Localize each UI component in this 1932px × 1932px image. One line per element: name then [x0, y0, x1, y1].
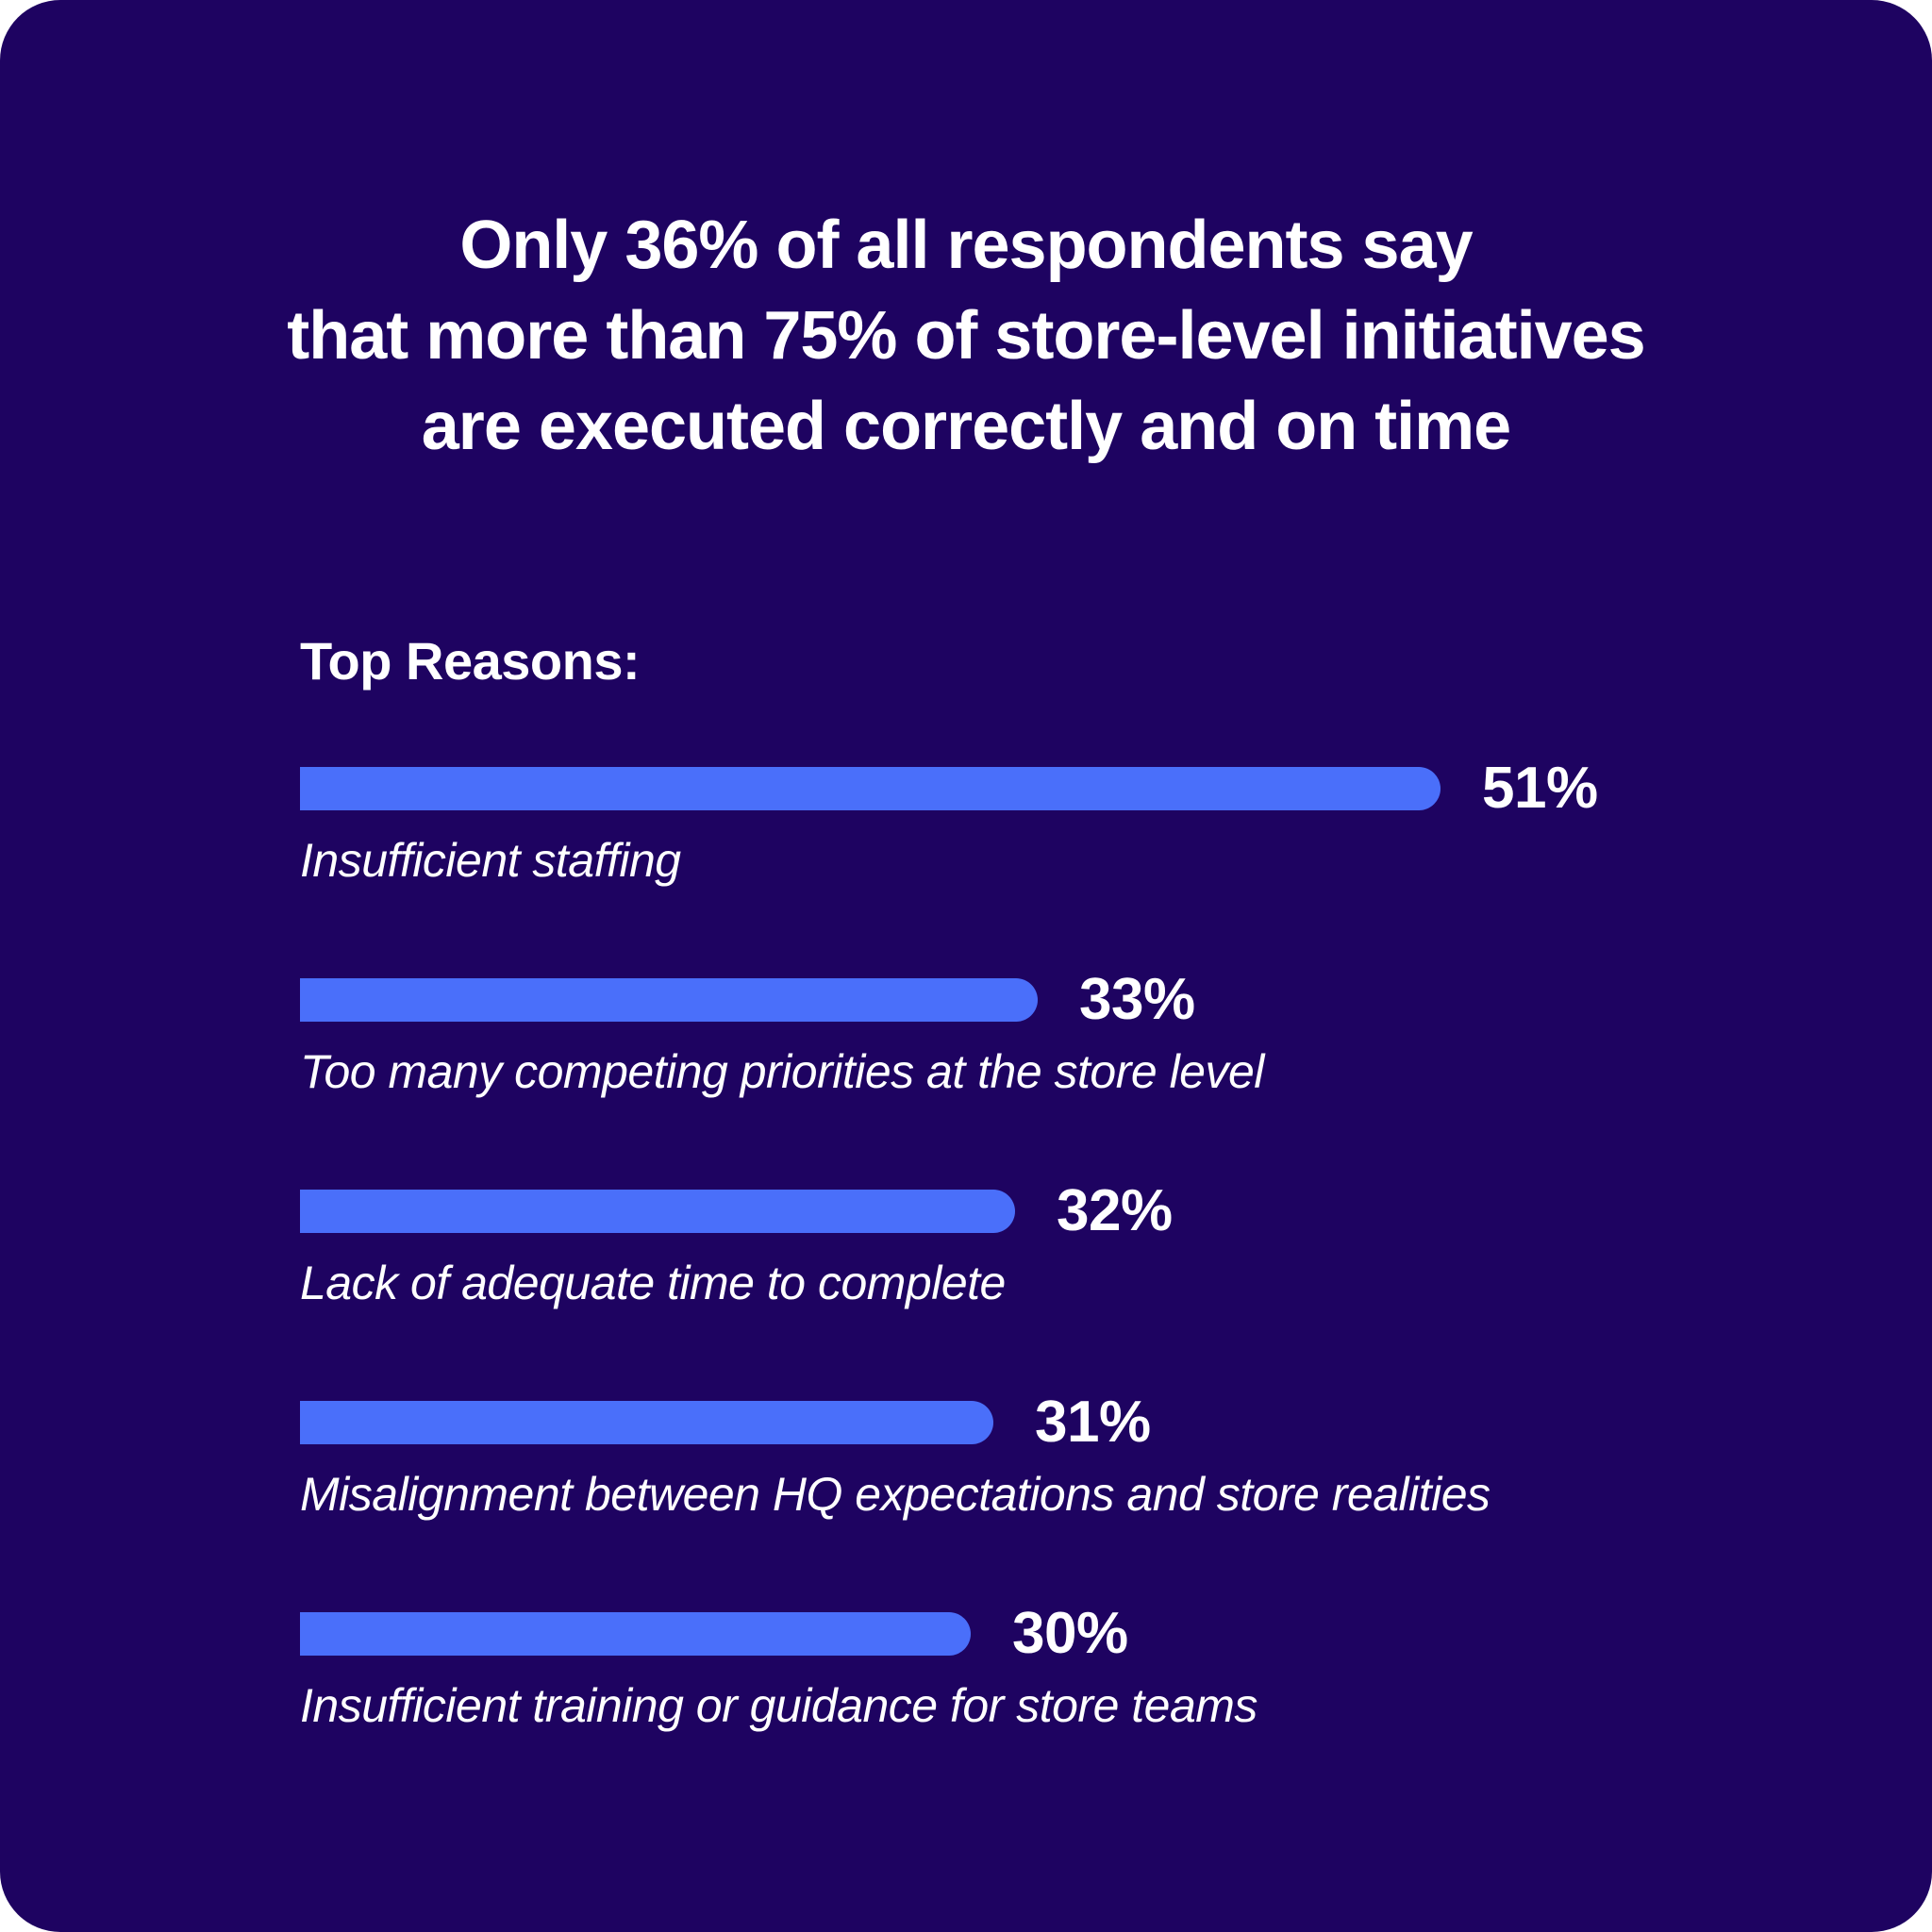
chart-area: Top Reasons: 51% Insufficient staffing 3… [300, 630, 1743, 1733]
bar-row-lack-of-time: 32% Lack of adequate time to complete [300, 1182, 1743, 1310]
value-label: 51% [1482, 756, 1598, 821]
value-label: 32% [1057, 1178, 1173, 1243]
bar-line: 31% [300, 1393, 1743, 1452]
bar-line: 30% [300, 1605, 1743, 1663]
category-label: Lack of adequate time to complete [300, 1257, 1006, 1309]
headline: Only 36% of all respondents say that mor… [0, 0, 1932, 472]
bar-row-competing-priorities: 33% Too many competing priorities at the… [300, 971, 1743, 1099]
category-label: Insufficient training or guidance for st… [300, 1679, 1257, 1732]
bar-chart: 51% Insufficient staffing 33% Too many c… [300, 759, 1743, 1733]
bar-fill [300, 1612, 971, 1656]
headline-line-1: Only 36% of all respondents say [459, 208, 1473, 283]
bar-row-insufficient-staffing: 51% Insufficient staffing [300, 759, 1743, 888]
category-label: Misalignment between HQ expectations and… [300, 1468, 1491, 1521]
bar-fill [300, 1401, 993, 1444]
bar-row-insufficient-training: 30% Insufficient training or guidance fo… [300, 1605, 1743, 1733]
bar-fill [300, 767, 1441, 810]
category-label: Insufficient staffing [300, 834, 681, 887]
bar-line: 51% [300, 759, 1743, 818]
value-label: 31% [1035, 1390, 1151, 1455]
category-label: Too many competing priorities at the sto… [300, 1045, 1264, 1098]
headline-line-2: that more than 75% of store-level initia… [287, 298, 1645, 374]
bar-row-hq-misalignment: 31% Misalignment between HQ expectations… [300, 1393, 1743, 1522]
bar-line: 33% [300, 971, 1743, 1029]
value-label: 30% [1012, 1601, 1128, 1666]
section-heading: Top Reasons: [300, 631, 641, 691]
bar-fill [300, 978, 1038, 1022]
bar-fill [300, 1190, 1015, 1233]
bar-line: 32% [300, 1182, 1743, 1241]
headline-line-3: are executed correctly and on time [421, 389, 1511, 464]
value-label: 33% [1079, 967, 1195, 1032]
